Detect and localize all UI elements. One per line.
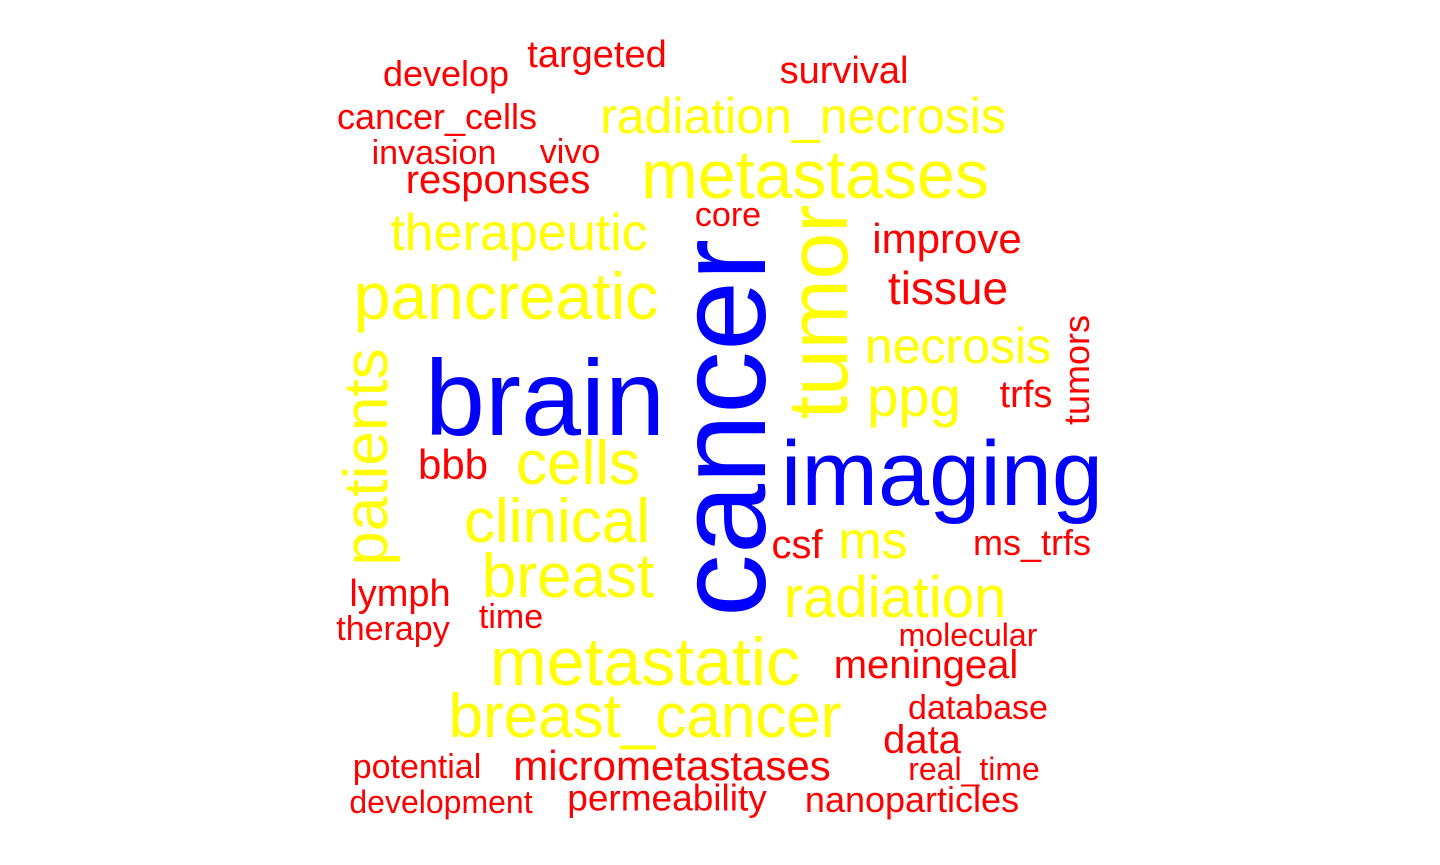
word-micrometastases: micrometastases	[513, 742, 831, 789]
word-radiation: radiation	[783, 565, 1007, 630]
word-responses: responses	[405, 158, 591, 202]
word-database: database	[908, 689, 1048, 727]
word-bbb: bbb	[417, 441, 489, 488]
word-cancer-cells: cancer_cells	[336, 96, 538, 137]
word-molecular: molecular	[898, 617, 1038, 653]
word-targeted: targeted	[527, 34, 667, 76]
word-nanoparticles: nanoparticles	[804, 779, 1020, 820]
word-therapy: therapy	[336, 610, 450, 648]
word-improve: improve	[872, 215, 1022, 262]
word-vivo: vivo	[539, 133, 601, 171]
word-clinical: clinical	[463, 487, 651, 556]
word-trfs: trfs	[999, 374, 1053, 416]
word-metastatic: metastatic	[490, 624, 800, 700]
word-tumor: tumor	[771, 204, 865, 420]
word-ms: ms	[838, 512, 908, 570]
word-core: core	[694, 196, 762, 234]
word-development: development	[349, 784, 533, 820]
word-ppg: ppg	[867, 365, 961, 428]
word-real-time: real_time	[908, 751, 1040, 787]
word-pancreatic: pancreatic	[353, 259, 659, 333]
word-radiation-necrosis: radiation_necrosis	[600, 88, 1006, 144]
word-cancer: cancer	[651, 238, 792, 618]
word-lymph: lymph	[349, 573, 451, 615]
word-time: time	[478, 598, 544, 636]
word-survival: survival	[779, 50, 909, 92]
word-patients: patients	[332, 348, 401, 566]
word-invasion: invasion	[371, 134, 497, 172]
word-breast: breast	[481, 542, 655, 611]
word-tumors: tumors	[1056, 314, 1097, 426]
word-develop: develop	[382, 53, 510, 94]
word-potential: potential	[352, 748, 482, 786]
word-meningeal: meningeal	[833, 643, 1019, 687]
word-tissue: tissue	[887, 262, 1009, 314]
word-permeability: permeability	[567, 777, 767, 819]
word-metastases: metastases	[641, 137, 989, 213]
word-cells: cells	[515, 429, 641, 498]
word-breast-cancer: breast_cancer	[448, 682, 842, 751]
word-therapeutic: therapeutic	[390, 204, 648, 262]
word-data: data	[883, 718, 961, 762]
word-brain: brain	[424, 337, 666, 458]
word-ms-trfs: ms_trfs	[972, 522, 1092, 563]
word-imaging: imaging	[780, 423, 1104, 525]
word-csf: csf	[771, 523, 823, 567]
word-necrosis: necrosis	[864, 318, 1052, 374]
